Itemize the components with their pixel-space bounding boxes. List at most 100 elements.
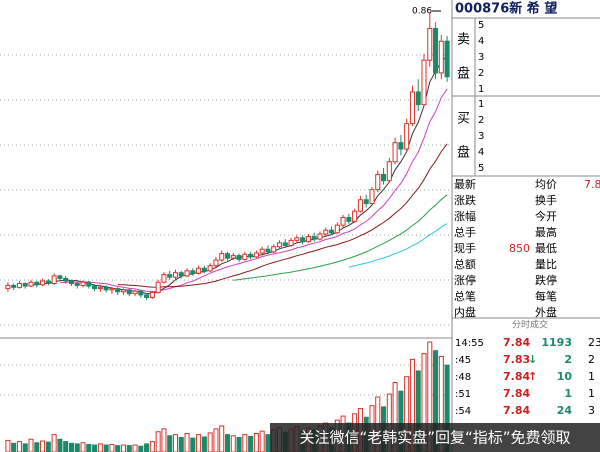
candle-body: [398, 142, 404, 150]
trade-volume: 10: [557, 370, 573, 383]
volume-bar: [138, 445, 144, 452]
volume-bar: [5, 439, 11, 452]
trade-count: 2: [588, 353, 595, 366]
candle-body: [357, 199, 363, 212]
candle-body: [392, 142, 398, 163]
volume-bar: [253, 432, 259, 452]
stat-value: 850: [509, 242, 530, 255]
candle-body: [433, 27, 439, 74]
volume-bar: [132, 444, 138, 452]
moving-average: [59, 88, 448, 293]
stat-label: 涨幅: [454, 210, 476, 223]
volume-bar: [259, 430, 265, 452]
volume-bar: [421, 353, 427, 452]
stat-label: 今开: [535, 209, 557, 223]
trade-volume: 1193: [541, 336, 572, 349]
volume-bar: [265, 434, 271, 452]
candle-body: [161, 274, 167, 283]
trade-arrow: ↓: [528, 353, 537, 366]
candle-body: [230, 255, 236, 259]
volume-bar: [224, 434, 231, 452]
candle-body: [115, 288, 121, 293]
volume-bar: [444, 364, 450, 452]
book-level: 5: [478, 20, 484, 31]
trade-volume: 24: [557, 404, 573, 417]
trade-price: 7.83: [503, 353, 530, 366]
trade-count: 1: [588, 370, 595, 383]
candle-body: [363, 199, 369, 205]
candle-body: [375, 173, 381, 191]
book-level: 1: [478, 84, 484, 95]
stat-label: 最新: [454, 177, 476, 191]
trade-price: 7.84: [503, 370, 530, 383]
stat-label: 跌停: [535, 273, 557, 287]
candle-body: [236, 255, 242, 260]
candle-body: [120, 289, 126, 293]
volume-bar: [34, 442, 40, 452]
trade-time: :54: [455, 406, 471, 417]
trade-time: :45: [455, 355, 471, 366]
book-level: 4: [478, 147, 484, 158]
candle-body: [167, 274, 173, 278]
watermark: 关注微信“老韩实盘”回复“指标”免费领取: [299, 429, 570, 447]
candle-body: [294, 237, 300, 241]
stat-label: 总额: [454, 257, 476, 271]
candle-body: [34, 281, 40, 286]
stat-label: 现手: [454, 241, 476, 255]
candle-body: [253, 252, 259, 258]
candle-body: [219, 253, 225, 261]
candle-body: [144, 294, 150, 298]
volume-bar: [109, 443, 115, 452]
trade-count: 1: [588, 387, 595, 400]
volume-bar: [213, 428, 219, 452]
volume-bar: [103, 444, 109, 452]
candle-body: [352, 210, 358, 222]
candle-body: [242, 253, 248, 260]
candle-body: [386, 161, 392, 182]
candle-body: [86, 281, 92, 287]
candle-body: [311, 236, 317, 240]
volume-bar: [92, 444, 98, 452]
volume-bar: [74, 443, 80, 452]
stat-label: 量比: [535, 258, 557, 271]
stock-title: 000876新 希 望: [455, 1, 557, 17]
book-side-char: 买: [457, 112, 470, 127]
trade-price: 7.84: [503, 387, 530, 400]
candle-body: [184, 270, 190, 277]
candle-body: [438, 40, 444, 74]
stat-label: 最低: [535, 242, 557, 255]
volume-bar: [190, 437, 196, 452]
volume-bar: [398, 390, 404, 452]
volume-bar: [167, 435, 173, 452]
candle-body: [45, 280, 51, 285]
grid: [0, 54, 452, 396]
book-side-char: 盘: [457, 66, 470, 82]
candle-body: [224, 253, 231, 259]
candle-body: [265, 248, 271, 253]
candle-body: [248, 253, 254, 258]
volume-bar: [161, 428, 167, 452]
volume-bar: [68, 442, 74, 452]
book-side-char: 盘: [457, 145, 470, 161]
watermark-bar: [270, 423, 600, 452]
book-level: 5: [478, 163, 484, 174]
candle-body: [132, 290, 138, 295]
candle-body: [409, 91, 415, 125]
candle-body: [74, 283, 80, 286]
volume-bar: [63, 441, 69, 452]
volume-bar: [201, 436, 207, 452]
volume-bar: [28, 438, 34, 452]
candle-body: [40, 280, 46, 286]
candle-body: [16, 283, 22, 288]
volume-bar: [45, 441, 51, 452]
peak-label: 0.86: [412, 7, 432, 17]
candle-body: [271, 246, 277, 253]
candle-body: [346, 217, 352, 222]
candle-body: [300, 237, 306, 243]
stat-label: 涨停: [454, 273, 476, 287]
candle-body: [51, 275, 57, 285]
candle-body: [340, 217, 346, 226]
volume-bar: [427, 341, 433, 452]
candle-body: [329, 229, 335, 234]
book-level: 3: [478, 52, 484, 63]
